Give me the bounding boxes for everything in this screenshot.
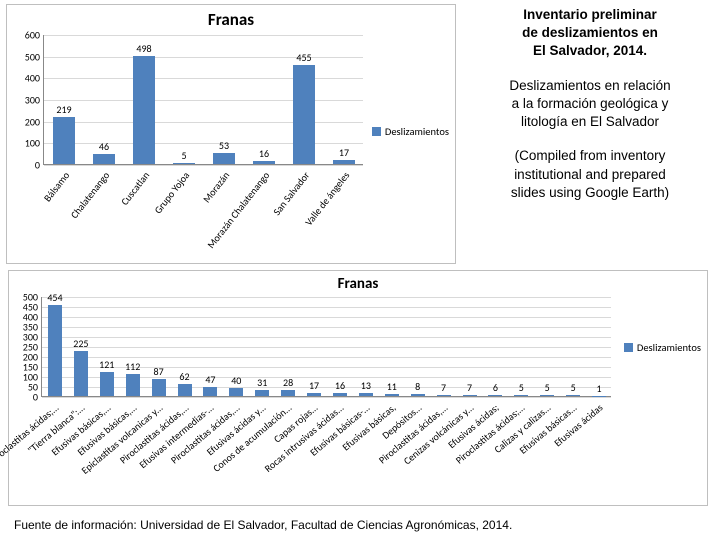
- bar-value-label: 225: [73, 337, 88, 350]
- bar-value-label: 16: [259, 147, 269, 160]
- text-panel: Inventario preliminar de deslizamientos …: [456, 0, 720, 270]
- subtitle-block: Deslizamientos en relación a la formació…: [468, 77, 712, 132]
- bar: [488, 395, 502, 396]
- bar: [100, 372, 114, 396]
- bar-value-label: 454: [47, 291, 62, 304]
- chart-2-panel: Franas 050100150200250300350400450500454…: [8, 270, 708, 506]
- bar: [93, 154, 115, 164]
- ytick: 500: [23, 291, 42, 304]
- title-line: Inventario preliminar: [468, 6, 712, 24]
- chart-2-plot: 050100150200250300350400450500454Pirocla…: [41, 297, 611, 397]
- bar: [203, 387, 217, 396]
- legend-label: Deslizamientos: [385, 125, 449, 138]
- bar: [281, 390, 295, 396]
- bar: [253, 161, 275, 164]
- bar-value-label: 7: [441, 381, 446, 394]
- bar: [333, 393, 347, 396]
- bar-value-label: 16: [335, 379, 345, 392]
- bar-value-label: 46: [99, 140, 109, 153]
- bar: [463, 395, 477, 396]
- bar: [152, 379, 166, 396]
- bar-value-label: 121: [99, 358, 114, 371]
- ytick: 500: [25, 50, 44, 63]
- xtick: Grupo Yojoa: [151, 169, 192, 216]
- bar: [229, 388, 243, 396]
- chart-1-legend: Deslizamientos: [372, 125, 449, 138]
- bar: [48, 305, 62, 396]
- note-line: slides using Google Earth): [468, 184, 712, 202]
- bar-value-label: 53: [219, 139, 229, 152]
- xtick: San Salvador: [270, 169, 312, 218]
- bar-value-label: 5: [181, 149, 186, 162]
- note-block: (Compiled from inventory institutional a…: [468, 147, 712, 202]
- bar: [53, 117, 75, 164]
- bar: [213, 153, 235, 164]
- ytick: 100: [25, 137, 44, 150]
- bar-value-label: 219: [56, 103, 71, 116]
- bar: [437, 395, 451, 396]
- bar-value-label: 87: [154, 365, 164, 378]
- bar: [411, 394, 425, 396]
- bar: [126, 374, 140, 396]
- chart-2-title: Franas: [9, 271, 707, 293]
- bar-value-label: 455: [296, 51, 311, 64]
- bar-value-label: 13: [361, 379, 371, 392]
- bar: [385, 394, 399, 396]
- bar: [540, 395, 554, 396]
- bar-value-label: 7: [467, 381, 472, 394]
- legend-swatch: [624, 343, 633, 352]
- bar-value-label: 40: [231, 374, 241, 387]
- bar: [333, 160, 355, 164]
- bar: [173, 163, 195, 164]
- bar-value-label: 28: [283, 376, 293, 389]
- bar: [293, 65, 315, 164]
- note-line: (Compiled from inventory: [468, 147, 712, 165]
- bar: [566, 395, 580, 396]
- legend-label: Deslizamientos: [637, 341, 701, 354]
- legend-swatch: [372, 127, 381, 136]
- bar-value-label: 17: [339, 146, 349, 159]
- bar-value-label: 498: [136, 42, 151, 55]
- xtick: Chalatenango: [68, 169, 113, 221]
- title-block: Inventario preliminar de deslizamientos …: [468, 6, 712, 61]
- ytick: 300: [25, 94, 44, 107]
- bar-value-label: 47: [205, 373, 215, 386]
- bar-value-label: 1: [596, 382, 601, 395]
- ytick: 600: [25, 29, 44, 42]
- ytick: 200: [25, 115, 44, 128]
- chart-1-title: Franas: [7, 5, 455, 30]
- bar-value-label: 5: [545, 381, 550, 394]
- subtitle-line: Deslizamientos en relación: [468, 77, 712, 95]
- title-line: de deslizamientos en: [468, 24, 712, 42]
- bar: [359, 393, 373, 396]
- bar: [178, 384, 192, 396]
- note-line: institutional and prepared: [468, 166, 712, 184]
- bar-value-label: 8: [415, 380, 420, 393]
- footer-text: Fuente de información: Universidad de El…: [14, 518, 512, 532]
- subtitle-line: a la formación geológica y: [468, 95, 712, 113]
- ytick: 400: [25, 72, 44, 85]
- xtick: Cuscatlan: [118, 169, 152, 208]
- chart-1-plot: 0100200300400500600219Bálsamo46Chalatena…: [43, 35, 363, 165]
- bar: [133, 56, 155, 164]
- chart-1-panel: Franas 0100200300400500600219Bálsamo46Ch…: [6, 4, 456, 264]
- chart-2-legend: Deslizamientos: [624, 341, 701, 354]
- bar-value-label: 112: [125, 360, 140, 373]
- bar: [514, 395, 528, 396]
- bar-value-label: 5: [571, 381, 576, 394]
- title-line: El Salvador, 2014.: [468, 42, 712, 60]
- ytick: 0: [35, 159, 44, 172]
- subtitle-line: litología en El Salvador: [468, 113, 712, 131]
- bar: [307, 393, 321, 396]
- bar: [74, 351, 88, 396]
- bar-value-label: 6: [493, 381, 498, 394]
- bar-value-label: 5: [519, 381, 524, 394]
- bar-value-label: 17: [309, 379, 319, 392]
- bar-value-label: 62: [179, 370, 189, 383]
- bar-value-label: 31: [257, 376, 267, 389]
- xtick: Bálsamo: [41, 169, 72, 204]
- xtick: Morazán: [200, 169, 232, 205]
- bar: [255, 390, 269, 396]
- bar-value-label: 11: [387, 380, 397, 393]
